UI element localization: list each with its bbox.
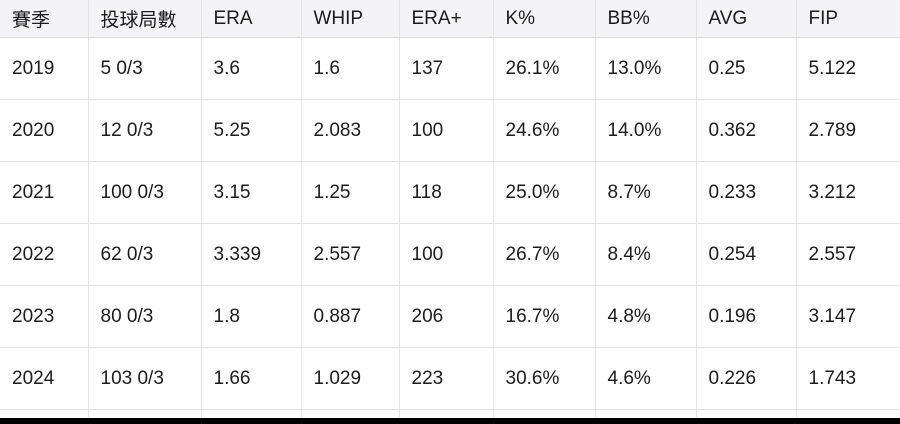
- cell-bb-pct: 14.0%: [595, 99, 697, 162]
- cell-avg: 0.226: [696, 347, 797, 410]
- header-era-plus: ERA+: [399, 0, 494, 38]
- cell-fip: 3.147: [796, 285, 900, 348]
- table-row: 2024 103 0/3 1.66 1.029 223 30.6% 4.6% 0…: [0, 347, 900, 410]
- cell-fip: 1.743: [796, 347, 900, 410]
- header-fip: FIP: [796, 0, 900, 38]
- cell-season: 2020: [0, 99, 89, 162]
- cell-k-pct: 16.7%: [493, 285, 596, 348]
- cell-era: 1.66: [201, 347, 302, 410]
- header-whip: WHIP: [301, 0, 400, 38]
- cell-innings-pitched: 62 0/3: [88, 223, 202, 286]
- cell-whip: 1.25: [301, 161, 400, 224]
- cell-innings-pitched: 103 0/3: [88, 347, 202, 410]
- cell-k-pct: 30.6%: [493, 347, 596, 410]
- header-bb-pct: BB%: [595, 0, 697, 38]
- cell-fip: 2.789: [796, 99, 900, 162]
- table-row: 2023 80 0/3 1.8 0.887 206 16.7% 4.8% 0.1…: [0, 285, 900, 348]
- cell-era-plus: 100: [399, 223, 494, 286]
- cell-k-pct: 26.1%: [493, 37, 596, 100]
- cell-season: 2022: [0, 223, 89, 286]
- cell-era: 3.15: [201, 161, 302, 224]
- cell-avg: 0.254: [696, 223, 797, 286]
- cell-bb-pct: 13.0%: [595, 37, 697, 100]
- cell-fip: 3.212: [796, 161, 900, 224]
- cell-whip: 1.029: [301, 347, 400, 410]
- cell-whip: 0.887: [301, 285, 400, 348]
- cell-bb-pct: 4.6%: [595, 347, 697, 410]
- cell-innings-pitched: 12 0/3: [88, 99, 202, 162]
- cell-whip: 2.083: [301, 99, 400, 162]
- header-era: ERA: [201, 0, 302, 38]
- cell-whip: 2.557: [301, 223, 400, 286]
- cell-avg: 0.233: [696, 161, 797, 224]
- cell-era: 3.339: [201, 223, 302, 286]
- header-season: 賽季: [0, 0, 89, 38]
- cell-bb-pct: 8.4%: [595, 223, 697, 286]
- cell-fip: 5.122: [796, 37, 900, 100]
- header-row: 賽季 投球局數 ERA WHIP ERA+ K% BB% AVG FIP: [0, 0, 900, 38]
- cell-era-plus: 137: [399, 37, 494, 100]
- cell-fip: 2.557: [796, 223, 900, 286]
- cell-innings-pitched: 100 0/3: [88, 161, 202, 224]
- table-row: 2021 100 0/3 3.15 1.25 118 25.0% 8.7% 0.…: [0, 161, 900, 224]
- header-k-pct: K%: [493, 0, 596, 38]
- cell-season: 2023: [0, 285, 89, 348]
- cell-avg: 0.196: [696, 285, 797, 348]
- cell-season: 2024: [0, 347, 89, 410]
- cell-innings-pitched: 5 0/3: [88, 37, 202, 100]
- cell-season: 2019: [0, 37, 89, 100]
- cell-k-pct: 25.0%: [493, 161, 596, 224]
- cell-era: 1.8: [201, 285, 302, 348]
- table-body: 2019 5 0/3 3.6 1.6 137 26.1% 13.0% 0.25 …: [0, 37, 900, 418]
- cell-k-pct: 24.6%: [493, 99, 596, 162]
- cell-avg: 0.25: [696, 37, 797, 100]
- header-innings-pitched: 投球局數: [88, 0, 202, 38]
- table-header: 賽季 投球局數 ERA WHIP ERA+ K% BB% AVG FIP: [0, 0, 900, 38]
- cell-season: 2021: [0, 161, 89, 224]
- cell-bb-pct: 4.8%: [595, 285, 697, 348]
- table-row: 2020 12 0/3 5.25 2.083 100 24.6% 14.0% 0…: [0, 99, 900, 162]
- cell-era-plus: 206: [399, 285, 494, 348]
- cell-k-pct: 26.7%: [493, 223, 596, 286]
- cell-era-plus: 118: [399, 161, 494, 224]
- cell-era: 5.25: [201, 99, 302, 162]
- header-avg: AVG: [696, 0, 797, 38]
- table-row: 2022 62 0/3 3.339 2.557 100 26.7% 8.4% 0…: [0, 223, 900, 286]
- table-row-partial: [0, 409, 900, 418]
- cell-era-plus: 223: [399, 347, 494, 410]
- cell-bb-pct: 8.7%: [595, 161, 697, 224]
- table-row: 2019 5 0/3 3.6 1.6 137 26.1% 13.0% 0.25 …: [0, 37, 900, 100]
- cell-innings-pitched: 80 0/3: [88, 285, 202, 348]
- cell-avg: 0.362: [696, 99, 797, 162]
- cell-era-plus: 100: [399, 99, 494, 162]
- cell-whip: 1.6: [301, 37, 400, 100]
- cell-era: 3.6: [201, 37, 302, 100]
